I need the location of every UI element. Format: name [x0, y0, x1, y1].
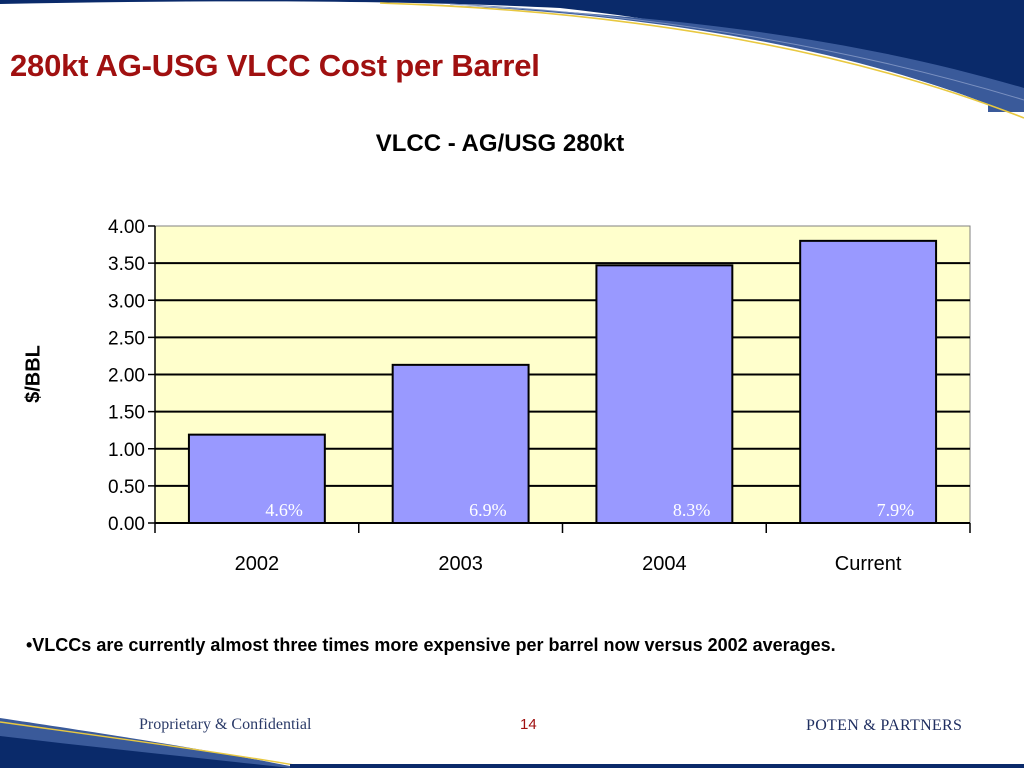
x-category-label: Current	[835, 553, 902, 575]
page-number: 14	[520, 716, 537, 733]
bar-2003	[391, 363, 530, 524]
x-category-label: 2002	[235, 553, 280, 575]
bar-label: 8.3%	[673, 500, 711, 520]
y-tick-label: 0.50	[108, 477, 145, 498]
bar-2002	[187, 433, 326, 524]
y-tick-label: 2.00	[108, 366, 145, 387]
chart-title: VLCC - AG/USG 280kt	[375, 130, 625, 157]
bar-current	[799, 239, 938, 524]
bar-chart: 0.00 0.50 1.00 1.50 2.00 2.50 3.00 3.50 4.00 4.6%…	[108, 217, 971, 575]
bar-label: 6.9%	[469, 500, 507, 520]
y-tick-label: 1.00	[108, 440, 145, 461]
x-category-label: 2004	[642, 553, 687, 575]
y-tick-label: 1.50	[108, 403, 145, 424]
y-tick-label: 3.50	[108, 254, 145, 275]
y-tick-label: 4.00	[108, 217, 145, 238]
y-tick-label: 2.50	[108, 328, 145, 349]
slide-title: 280kt AG-USG VLCC Cost per Barrel	[10, 48, 540, 83]
company-logo-text: POTEN & PARTNERS	[806, 717, 963, 734]
x-category-label: 2003	[438, 553, 483, 575]
bar-label: 7.9%	[877, 500, 915, 520]
y-tick-label: 3.00	[108, 291, 145, 312]
bullet-point: •VLCCs are currently almost three times …	[26, 635, 836, 655]
bar-label: 4.6%	[265, 500, 303, 520]
bar-2004	[595, 264, 734, 524]
footer-confidential: Proprietary & Confidential	[139, 716, 312, 733]
y-tick-label: 0.00	[108, 514, 145, 535]
